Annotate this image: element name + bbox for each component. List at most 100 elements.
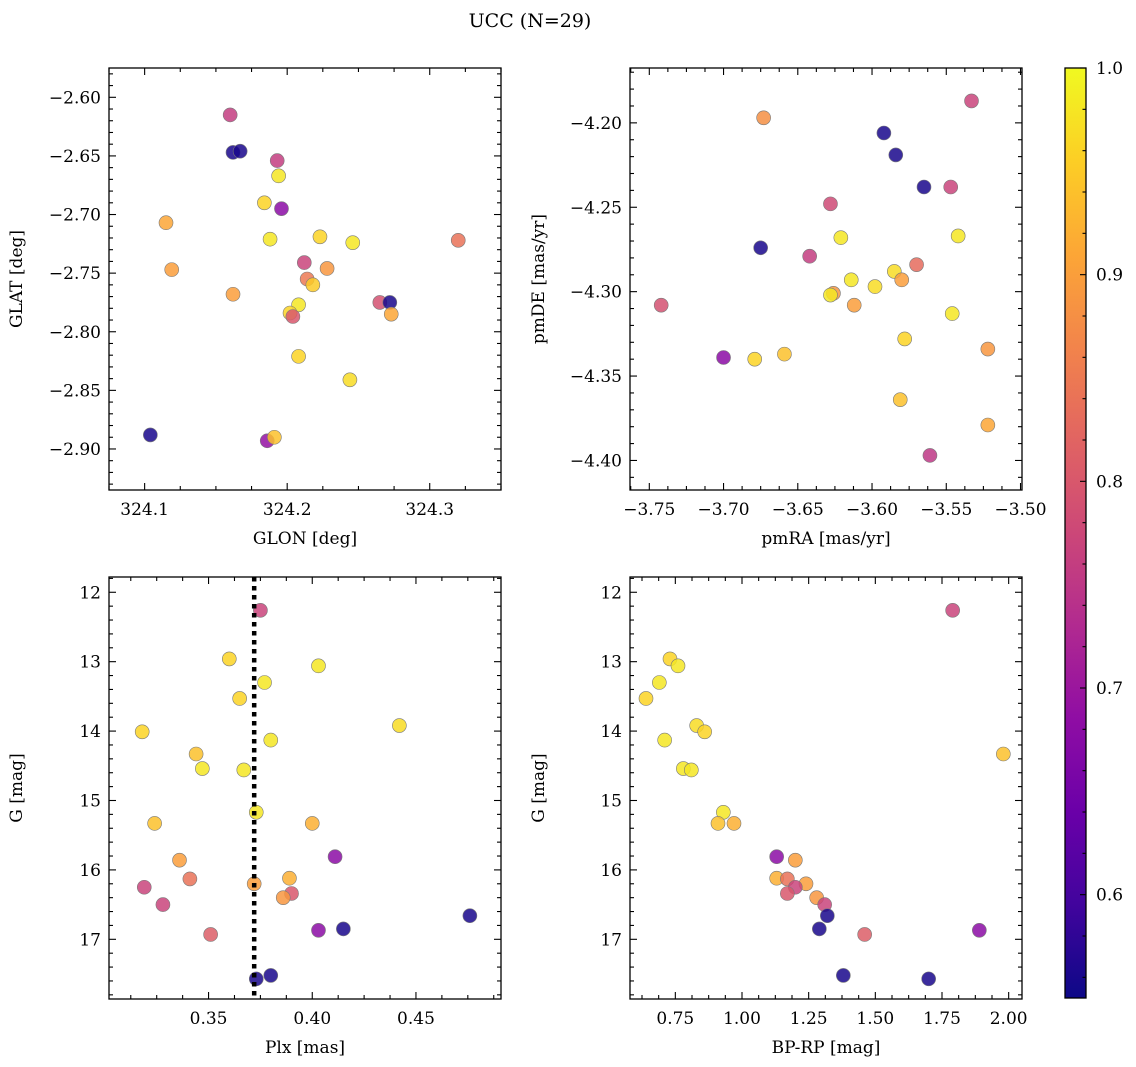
- points-glon-glat: [143, 107, 466, 449]
- panel-pmra-pmde: −3.75 −3.70 −3.65 −3.60 −3.55 −3.50 −4.20 −4.25…: [529, 67, 1047, 549]
- y-axis-label: pmDE [mas/yr]: [529, 214, 549, 344]
- y-tick-label: 16: [600, 861, 622, 881]
- data-point: [257, 675, 272, 690]
- data-point: [802, 248, 817, 264]
- data-point: [392, 718, 407, 733]
- data-point: [777, 346, 792, 362]
- scatter-panels: 324.1 324.2 324.3 −2.60 −2.65 −2.70 −2.75 −2.80…: [7, 67, 1047, 1058]
- data-point: [342, 372, 358, 388]
- colorbar-tick-label: 1.0: [1096, 59, 1123, 79]
- data-point: [285, 309, 301, 324]
- panel-plx-g: 0.35 0.40 0.45 12 13 14 15 16 17 Plx [mas] G [mag]: [7, 576, 502, 1058]
- points-plx-g: [134, 603, 478, 987]
- data-point: [136, 879, 152, 895]
- y-tick-label: −4.40: [570, 451, 622, 471]
- x-tick-label: 324.2: [263, 500, 312, 520]
- x-tick-label: 0.40: [293, 1009, 331, 1029]
- data-point: [670, 658, 686, 674]
- data-point: [653, 297, 669, 313]
- data-point: [312, 229, 328, 245]
- data-point: [319, 261, 335, 276]
- data-point: [221, 651, 237, 667]
- data-point: [788, 852, 803, 868]
- data-point: [823, 196, 838, 212]
- x-tick-label: 324.3: [405, 500, 454, 520]
- y-tick-label: −2.85: [49, 381, 101, 401]
- y-tick-label: −4.25: [570, 198, 622, 218]
- y-tick-label: −4.30: [570, 283, 622, 303]
- x-tick-label: 1.75: [923, 1009, 961, 1029]
- data-point: [327, 849, 343, 865]
- data-point: [158, 215, 174, 231]
- y-tick-label: −2.75: [49, 264, 101, 284]
- data-point: [638, 691, 654, 706]
- ticks-bprp-g: 0.75 1.00 1.25 1.50 1.75 2.00 12 13 14 15 16 17: [600, 577, 1028, 1029]
- data-point: [305, 277, 321, 293]
- data-point: [888, 147, 904, 163]
- data-point: [657, 732, 672, 748]
- data-point: [944, 306, 960, 321]
- data-point: [271, 168, 286, 184]
- y-tick-label: −2.65: [49, 147, 101, 167]
- y-tick-label: −2.80: [49, 323, 101, 343]
- y-tick-label: 13: [600, 653, 622, 673]
- x-tick-label: 1.50: [856, 1009, 894, 1029]
- data-point: [823, 287, 838, 303]
- x-tick-label: −3.65: [772, 500, 824, 520]
- data-point: [972, 922, 987, 938]
- y-tick-label: 12: [600, 583, 622, 603]
- x-tick-label: −3.75: [623, 500, 675, 520]
- y-tick-label: −2.60: [49, 88, 101, 108]
- data-point: [922, 448, 938, 463]
- data-point: [203, 927, 218, 942]
- data-point: [820, 908, 835, 924]
- data-point: [462, 908, 478, 924]
- data-point: [232, 691, 247, 706]
- colorbar-frame: [1064, 67, 1087, 999]
- data-point: [950, 228, 966, 244]
- colorbar-tick-label: 0.8: [1096, 472, 1123, 492]
- x-axis-label: GLON [deg]: [253, 529, 357, 549]
- data-point: [726, 816, 742, 831]
- data-point: [780, 886, 795, 901]
- ticks-plx-g: 0.35 0.40 0.45 12 13 14 15 16 17: [79, 577, 501, 1029]
- data-point: [833, 230, 849, 245]
- data-point: [943, 179, 959, 195]
- x-tick-label: −3.70: [697, 500, 749, 520]
- data-point: [232, 143, 248, 159]
- x-tick-label: 2.00: [990, 1009, 1028, 1029]
- data-point: [769, 849, 784, 865]
- data-point: [304, 816, 320, 831]
- y-tick-label: 12: [79, 583, 101, 603]
- y-tick-label: −2.70: [49, 206, 101, 226]
- data-point: [916, 179, 932, 195]
- colorbar-tick-label: 0.7: [1096, 679, 1123, 699]
- y-axis-label: G [mag]: [7, 753, 27, 822]
- data-point: [892, 392, 908, 407]
- data-point: [980, 341, 996, 357]
- y-tick-label: 14: [600, 722, 622, 742]
- data-point: [945, 603, 960, 618]
- data-point: [336, 921, 351, 937]
- colorbar-gradient: [1065, 68, 1086, 998]
- data-point: [897, 331, 912, 347]
- data-point: [836, 968, 851, 983]
- data-point: [450, 233, 466, 248]
- data-point: [753, 240, 768, 256]
- data-point: [225, 286, 241, 302]
- data-point: [147, 816, 162, 831]
- data-point: [921, 971, 936, 987]
- data-point: [282, 870, 297, 886]
- ticks-pmra-pmde: −3.75 −3.70 −3.65 −3.60 −3.55 −3.50 −4.20 −4.25…: [570, 68, 1047, 520]
- data-point: [172, 852, 187, 868]
- y-axis-label: GLAT [deg]: [7, 230, 27, 328]
- data-point: [296, 255, 312, 270]
- x-tick-label: 1.00: [723, 1009, 761, 1029]
- y-tick-label: −4.20: [570, 114, 622, 134]
- y-tick-label: 13: [79, 653, 101, 673]
- data-point: [236, 762, 252, 778]
- data-point: [267, 429, 282, 445]
- data-point: [222, 107, 238, 123]
- data-point: [143, 427, 158, 443]
